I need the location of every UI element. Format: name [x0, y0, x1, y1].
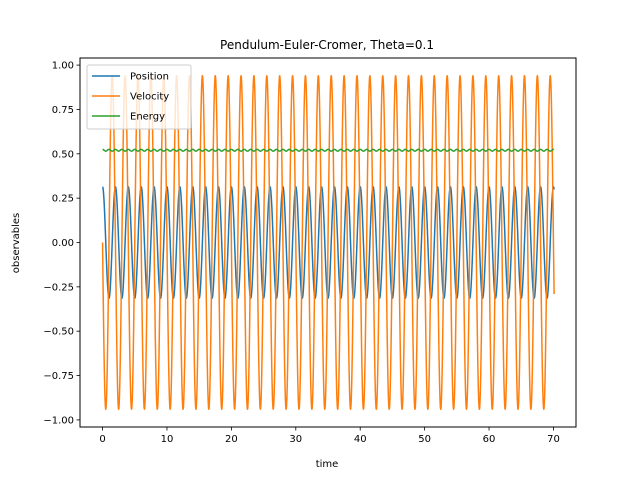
y-tick-label: 0.50 [52, 149, 74, 160]
x-axis-ticks: 0 10 20 30 40 50 60 70 [99, 427, 560, 445]
y-tick-label: 0.75 [52, 105, 74, 116]
series-line-energy [101, 148, 555, 152]
y-axis-label: observables [11, 213, 22, 273]
legend-label-energy: Energy [130, 112, 165, 123]
legend-label-position: Position [130, 72, 169, 83]
y-tick-label: −1.00 [43, 415, 74, 426]
legend-label-velocity: Velocity [130, 92, 169, 103]
chart-title: Pendulum-Euler-Cromer, Theta=0.1 [220, 38, 434, 52]
y-tick-label: 0.25 [52, 194, 74, 205]
y-tick-label: −0.75 [43, 371, 74, 382]
legend-box [86, 64, 192, 130]
y-tick-label: 1.00 [52, 61, 74, 72]
series-line-position [101, 186, 555, 299]
y-tick-label: 0.00 [52, 238, 74, 249]
x-tick-label: 0 [99, 434, 105, 445]
x-tick-label: 60 [483, 434, 496, 445]
y-axis-ticks: −1.00 −0.75 −0.50 −0.25 0.00 0.25 0.50 0.75 1.00 [43, 61, 80, 426]
x-tick-label: 50 [418, 434, 431, 445]
x-tick-label: 20 [225, 434, 238, 445]
x-tick-label: 10 [161, 434, 174, 445]
x-axis-label: time [316, 459, 339, 470]
x-tick-label: 70 [547, 434, 560, 445]
x-tick-label: 30 [289, 434, 302, 445]
legend: Position Velocity Energy [86, 64, 192, 130]
y-tick-label: −0.25 [43, 282, 74, 293]
x-tick-label: 40 [354, 434, 367, 445]
y-tick-label: −0.50 [43, 327, 74, 338]
